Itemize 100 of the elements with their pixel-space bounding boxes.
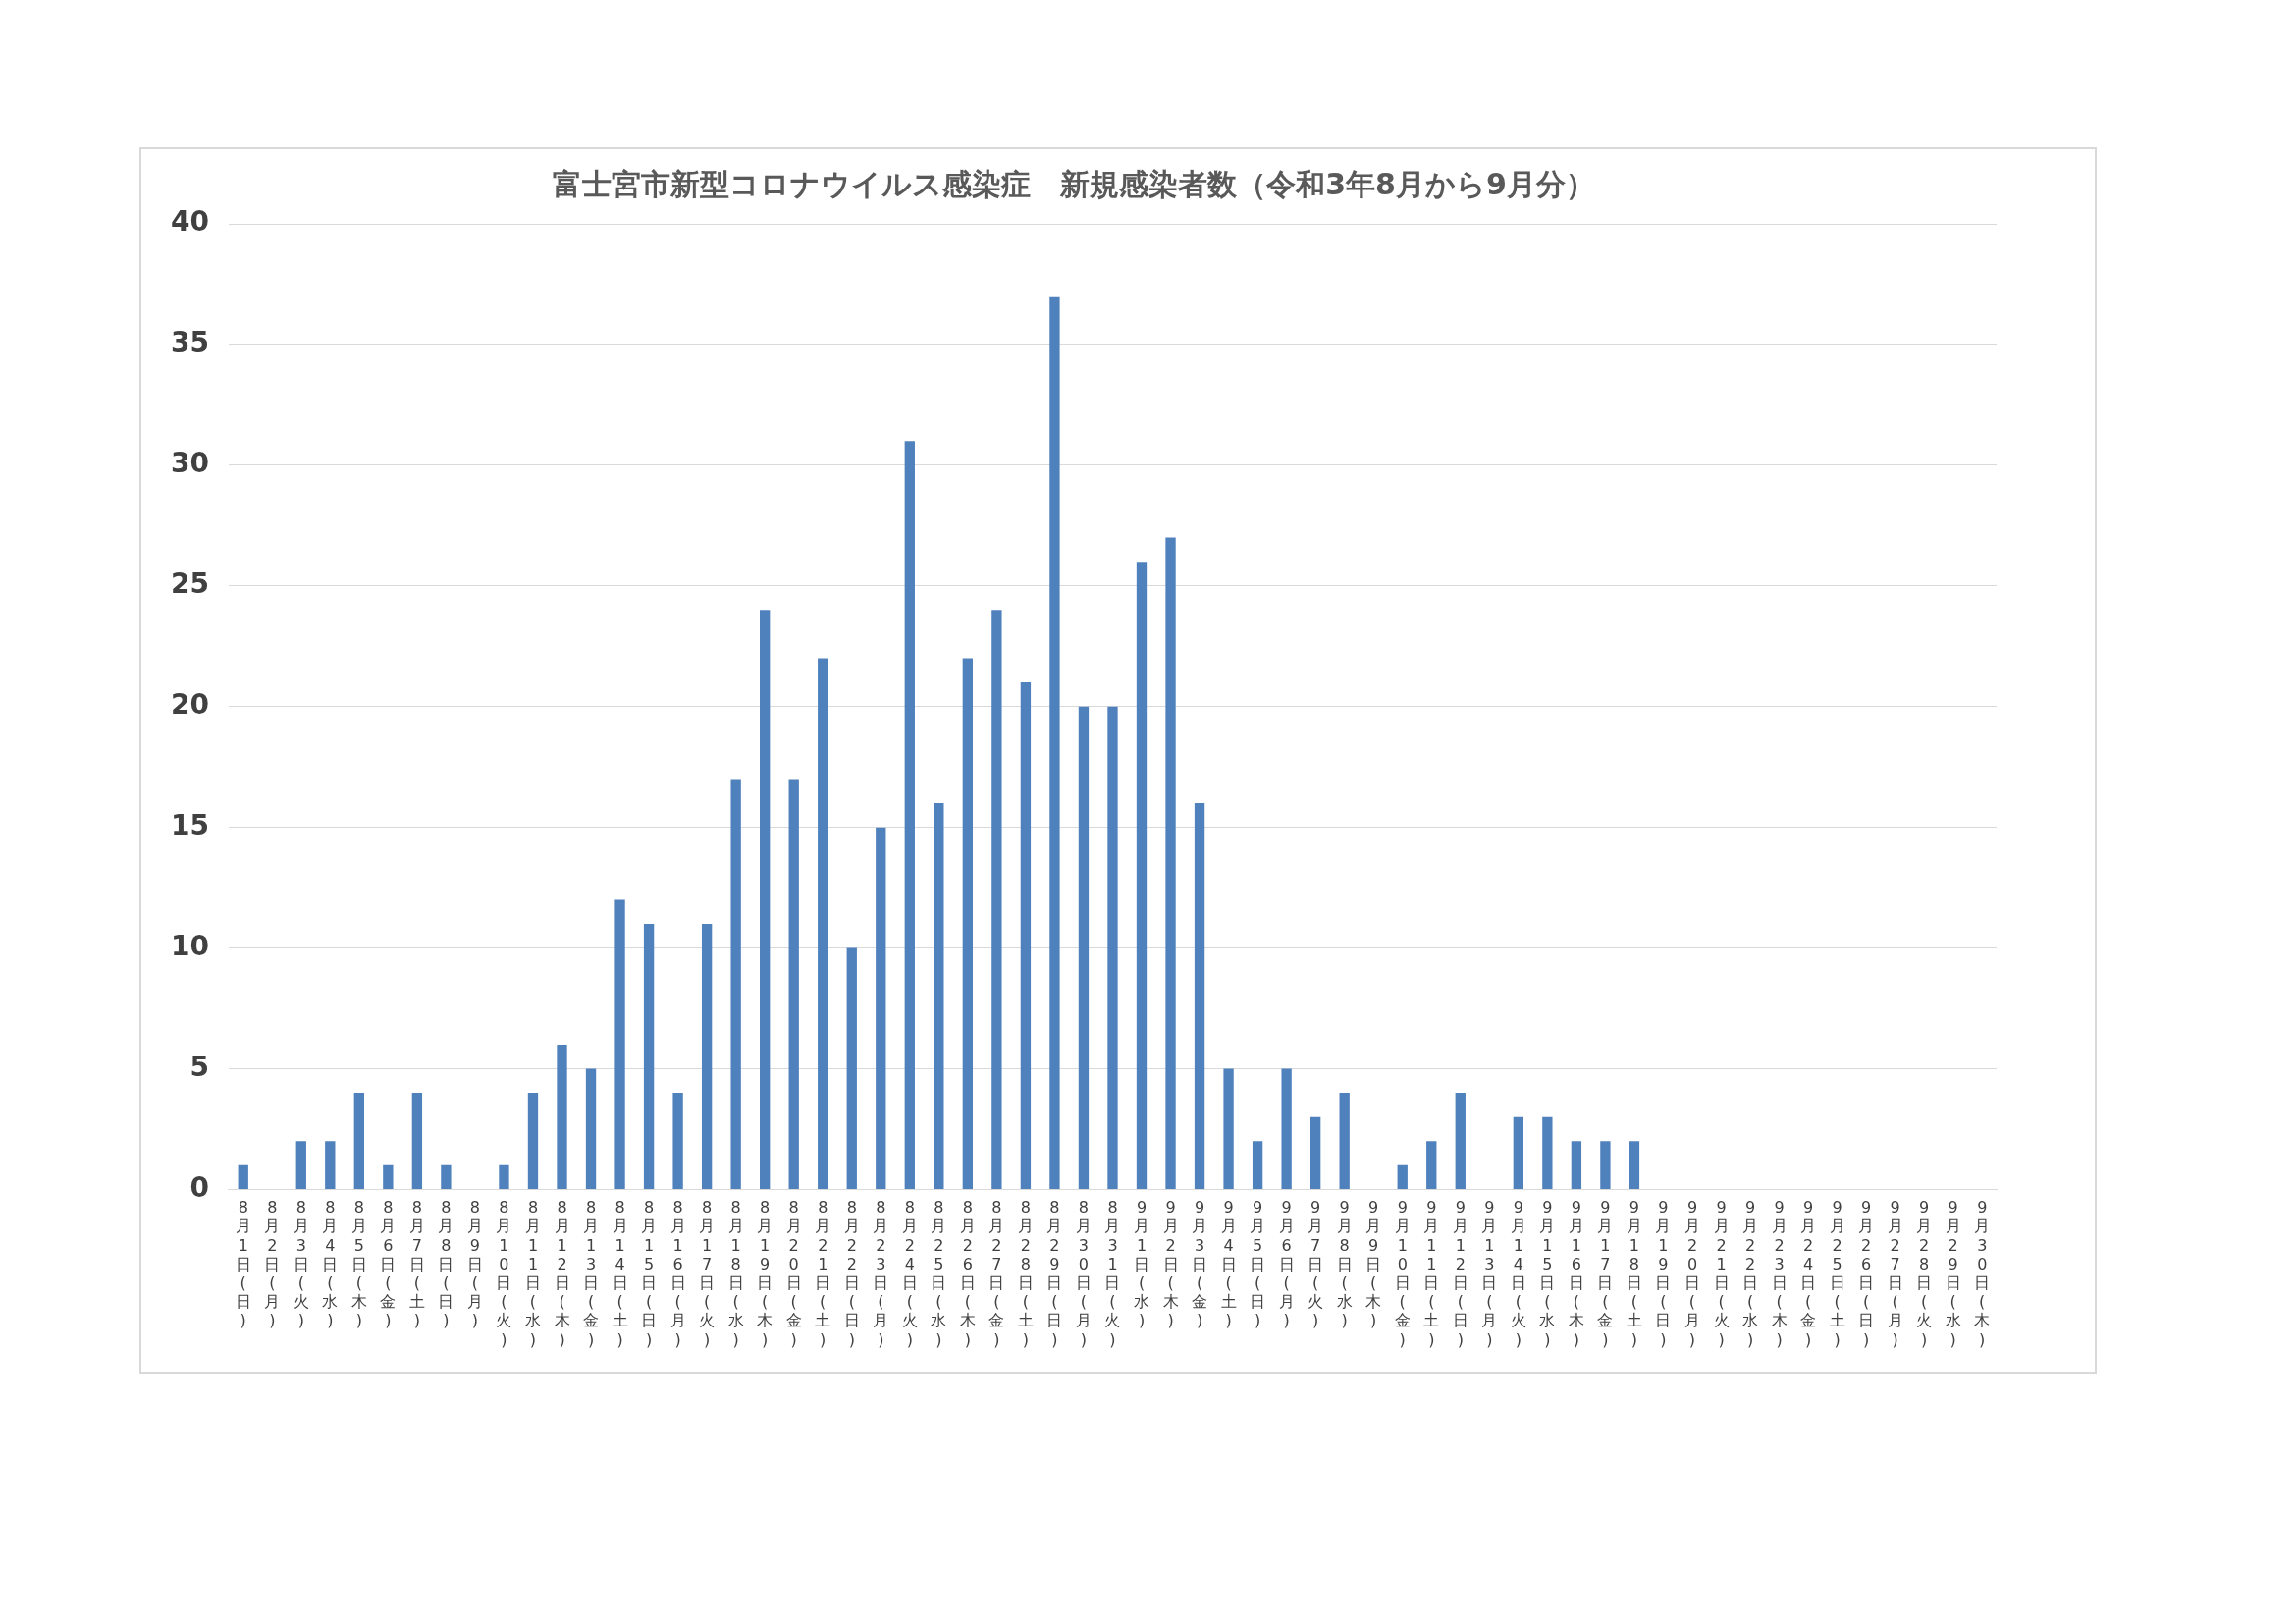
x-tick-label: 8月29日(日) <box>1046 1198 1063 1349</box>
bar <box>934 803 944 1189</box>
bar <box>325 1141 336 1189</box>
x-tick-label: 9月10日(金) <box>1394 1198 1411 1349</box>
bar <box>238 1164 248 1189</box>
x-tick-label: 8月28日(土) <box>1017 1198 1034 1349</box>
bar <box>991 610 1002 1189</box>
bar <box>1600 1141 1611 1189</box>
x-tick-label: 9月29日(水) <box>1945 1198 1961 1349</box>
y-tick-label: 20 <box>171 687 209 721</box>
bar <box>1252 1141 1263 1189</box>
x-tick-label: 9月27日(月) <box>1887 1198 1903 1349</box>
x-tick-label: 8月12日(木) <box>554 1198 570 1349</box>
x-tick-label: 9月7日(火) <box>1308 1198 1324 1330</box>
y-tick-label: 30 <box>171 447 209 480</box>
x-tick-label: 8月22日(日) <box>843 1198 860 1349</box>
x-tick-label: 8月24日(火) <box>901 1198 918 1349</box>
x-tick-label: 8月17日(火) <box>699 1198 716 1349</box>
bar <box>876 827 886 1189</box>
x-tick-label: 9月26日(日) <box>1858 1198 1875 1349</box>
bar <box>1629 1141 1640 1189</box>
bar <box>1078 706 1090 1189</box>
x-tick-label: 8月1日(日) <box>235 1198 251 1330</box>
bar <box>1049 296 1060 1189</box>
y-tick-label: 5 <box>189 1050 209 1083</box>
bar <box>614 899 625 1189</box>
x-tick-label: 9月13日(月) <box>1481 1198 1498 1349</box>
x-tick-label: 9月24日(金) <box>1800 1198 1817 1349</box>
x-tick-label: 8月27日(金) <box>988 1198 1005 1349</box>
x-tick-label: 8月16日(月) <box>669 1198 686 1349</box>
bar <box>383 1164 394 1189</box>
x-tick-label: 9月16日(木) <box>1568 1198 1584 1349</box>
x-tick-label: 8月21日(土) <box>815 1198 831 1349</box>
x-tick-label: 8月6日(金) <box>380 1198 397 1330</box>
bar <box>353 1093 364 1189</box>
x-tick-label: 8月8日(日) <box>438 1198 454 1330</box>
bar <box>1542 1116 1553 1189</box>
y-tick-label: 0 <box>189 1170 209 1204</box>
x-tick-label: 8月2日(月) <box>264 1198 281 1330</box>
x-tick-label: 9月9日(木) <box>1365 1198 1382 1330</box>
bar <box>788 779 799 1189</box>
x-tick-label: 8月18日(水) <box>727 1198 744 1349</box>
y-tick-label: 15 <box>171 808 209 841</box>
x-tick-label: 9月18日(土) <box>1626 1198 1642 1349</box>
x-tick-label: 9月8日(水) <box>1336 1198 1353 1330</box>
y-tick-label: 25 <box>171 568 209 601</box>
bar <box>441 1164 452 1189</box>
x-tick-label: 9月25日(土) <box>1829 1198 1845 1349</box>
x-tick-label: 8月15日(日) <box>641 1198 658 1349</box>
x-tick-label: 9月19日(日) <box>1655 1198 1672 1349</box>
x-tick-label: 9月21日(火) <box>1713 1198 1730 1349</box>
x-tick-label: 8月3日(火) <box>293 1198 309 1330</box>
x-tick-label: 9月22日(水) <box>1742 1198 1759 1349</box>
bar <box>557 1044 567 1189</box>
bar <box>643 923 655 1189</box>
x-tick-label: 9月1日(水) <box>1134 1198 1150 1330</box>
x-tick-label: 8月7日(土) <box>408 1198 425 1330</box>
bar <box>499 1164 509 1189</box>
x-tick-label: 9月15日(水) <box>1539 1198 1556 1349</box>
bar <box>1309 1116 1321 1189</box>
x-tick-label: 9月4日(土) <box>1220 1198 1237 1330</box>
x-tick-label: 9月23日(木) <box>1771 1198 1788 1349</box>
bar <box>585 1068 597 1189</box>
bar <box>846 947 857 1189</box>
y-tick-label: 35 <box>171 326 209 359</box>
bar <box>1513 1116 1523 1189</box>
bar <box>1136 562 1148 1189</box>
x-tick-label: 9月14日(火) <box>1510 1198 1526 1349</box>
x-tick-label: 8月31日(火) <box>1104 1198 1121 1349</box>
x-tick-label: 8月23日(月) <box>873 1198 889 1349</box>
x-tick-label: 8月13日(金) <box>583 1198 600 1349</box>
x-tick-label: 8月4日(水) <box>322 1198 339 1330</box>
bar <box>1397 1164 1408 1189</box>
bar <box>818 658 828 1189</box>
x-tick-label: 9月11日(土) <box>1423 1198 1440 1349</box>
x-tick-label: 9月12日(日) <box>1452 1198 1468 1349</box>
bar <box>1281 1068 1292 1189</box>
bar <box>730 779 741 1189</box>
bar <box>527 1093 539 1189</box>
bar <box>672 1093 683 1189</box>
bar <box>1194 803 1205 1189</box>
bar <box>962 658 974 1189</box>
x-tick-label: 9月3日(金) <box>1192 1198 1208 1330</box>
x-tick-label: 9月5日(日) <box>1250 1198 1266 1330</box>
x-tick-label: 8月5日(木) <box>350 1198 367 1330</box>
x-tick-label: 9月2日(木) <box>1162 1198 1179 1330</box>
bar <box>760 610 771 1189</box>
bar <box>1339 1093 1350 1189</box>
x-tick-label: 8月26日(木) <box>959 1198 976 1349</box>
x-tick-label: 8月14日(土) <box>612 1198 628 1349</box>
x-tick-label: 9月20日(月) <box>1683 1198 1700 1349</box>
x-tick-label: 8月20日(金) <box>785 1198 802 1349</box>
y-tick-label: 10 <box>171 929 209 962</box>
bar <box>1165 537 1176 1189</box>
bar <box>1426 1141 1437 1189</box>
x-tick-label: 8月25日(水) <box>931 1198 947 1349</box>
bar <box>1107 706 1118 1189</box>
bar <box>411 1093 423 1189</box>
chart-title: 富士宮市新型コロナウイルス感染症 新規感染者数（令和3年8月から9月分） <box>553 166 1595 201</box>
bar <box>904 441 915 1189</box>
